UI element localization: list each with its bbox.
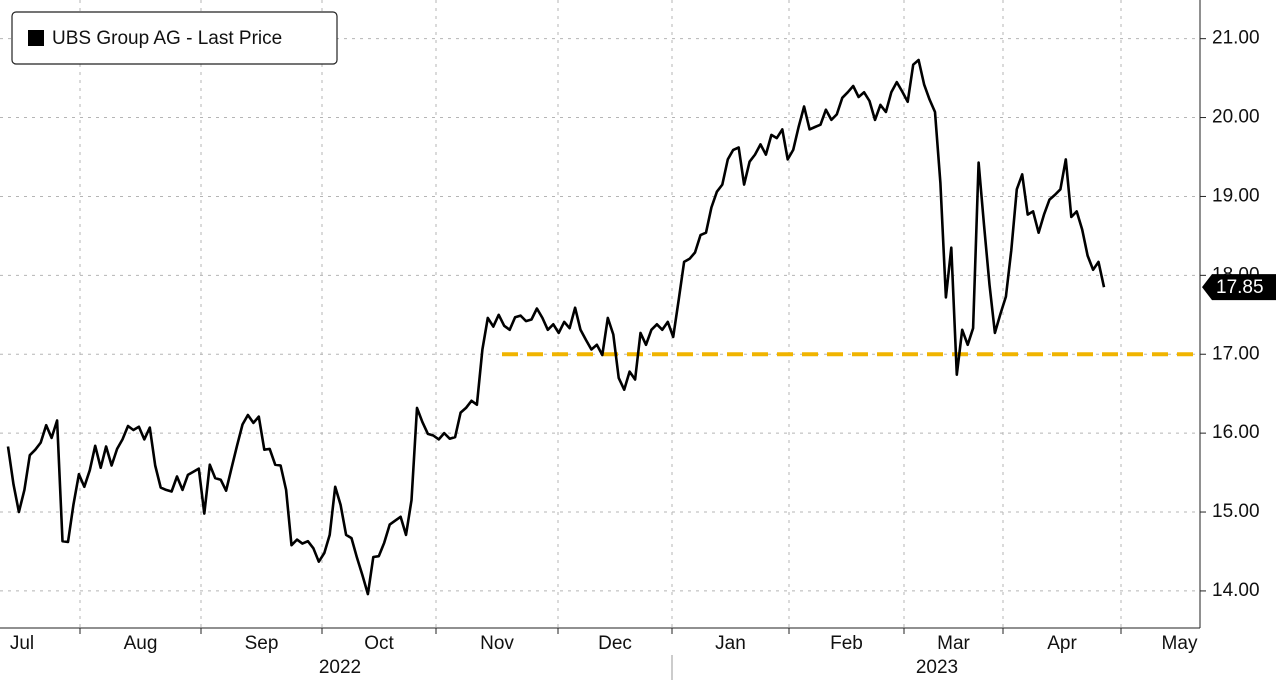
legend-label: UBS Group AG - Last Price [52,28,282,49]
y-tick-label: 19.00 [1212,185,1260,206]
x-tick-label: May [1162,633,1198,654]
x-tick-label: Sep [245,633,279,654]
x-tick-label: Dec [598,633,632,654]
x-tick-label: Oct [364,633,394,654]
x-tick-label: Feb [830,633,863,654]
year-label: 2022 [319,657,361,678]
price-line [6,58,1106,596]
x-tick-label: Mar [937,633,970,654]
last-price-label: 17.85 [1216,277,1264,298]
y-tick-label: 15.00 [1212,501,1260,522]
x-tick-label: Jul [10,633,34,654]
last-price-tag [1202,274,1276,301]
legend-box [11,11,338,65]
x-tick-label: Nov [480,633,514,654]
year-label: 2023 [916,657,958,678]
legend-swatch [28,30,44,46]
x-tick-label: Aug [124,633,158,654]
legend: UBS Group AG - Last Price [11,11,338,65]
x-tick-label: Jan [715,633,746,654]
x-tick-label: Apr [1047,633,1077,654]
y-tick-label: 14.00 [1212,580,1260,601]
y-tick-label: 21.00 [1212,28,1260,49]
y-tick-label: 16.00 [1212,422,1260,443]
y-tick-label: 17.00 [1212,343,1260,364]
y-tick-label: 20.00 [1212,107,1260,128]
